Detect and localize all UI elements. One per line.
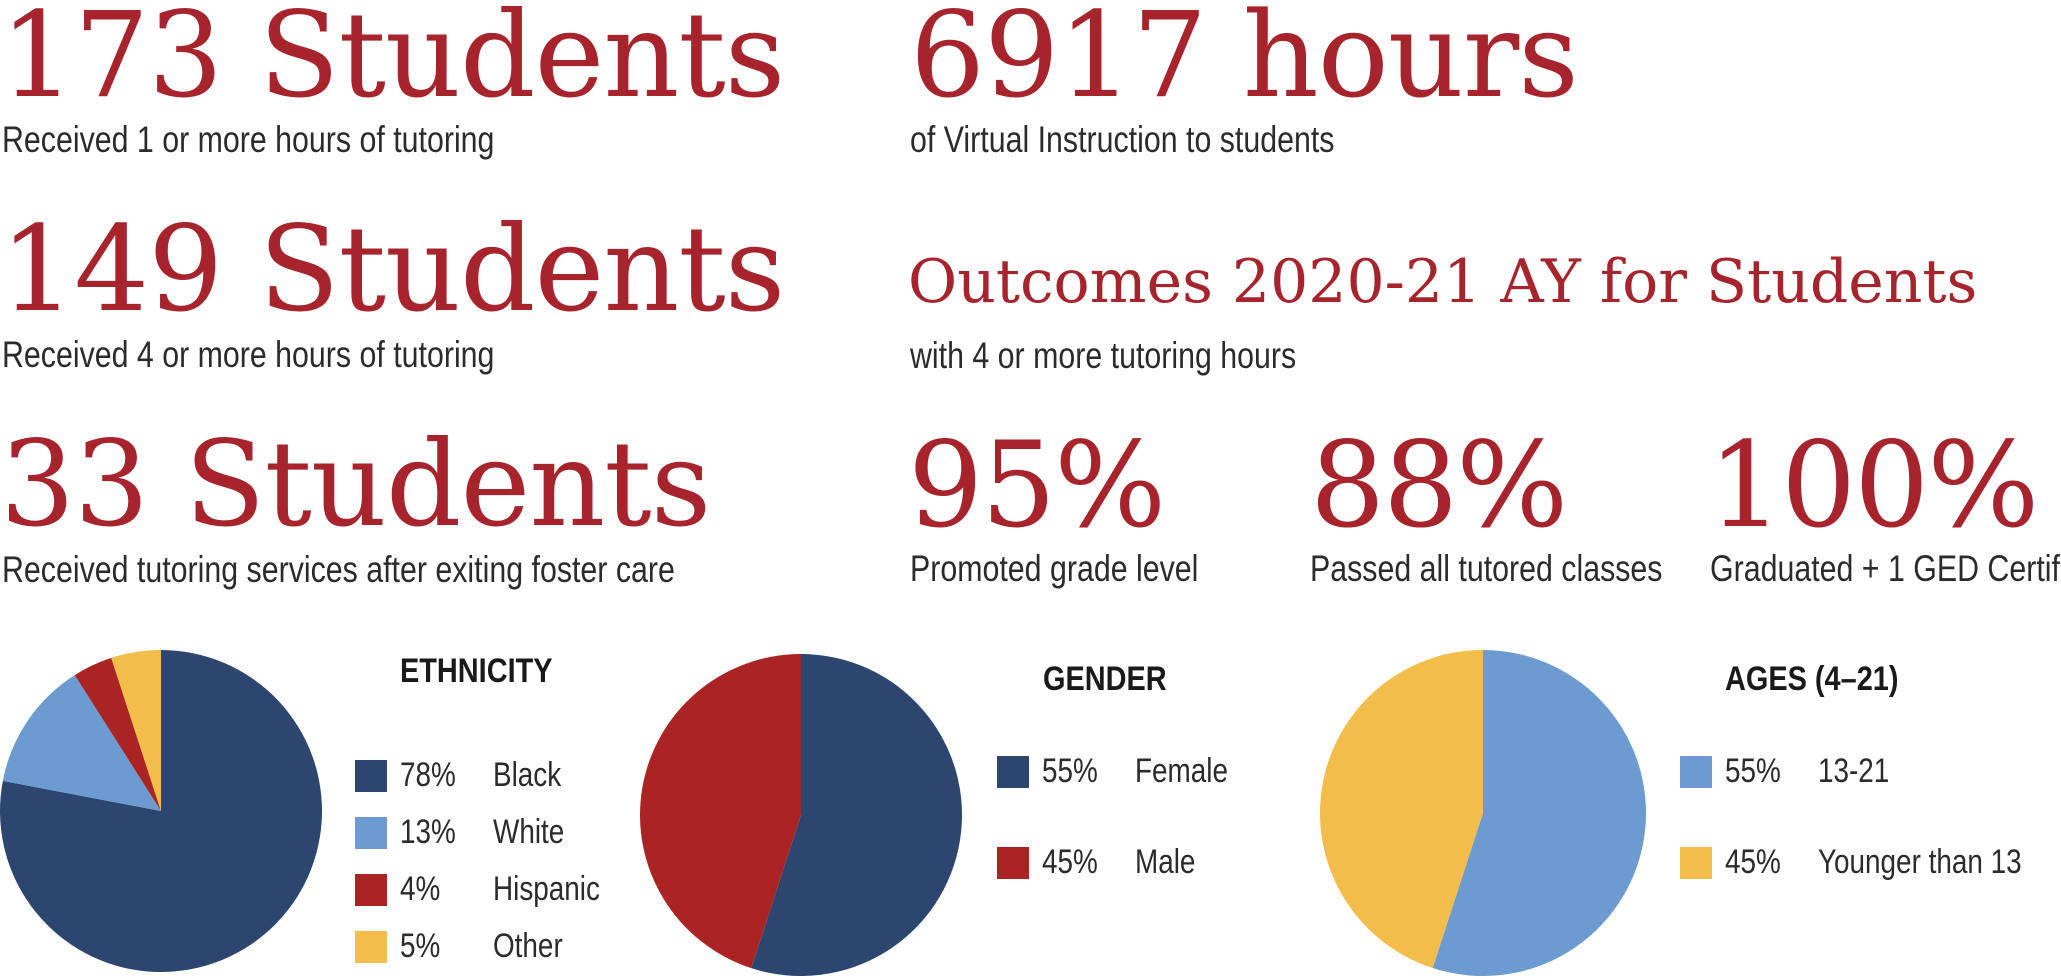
legend-swatch	[997, 847, 1029, 879]
stat-value: 149 Students	[0, 200, 785, 338]
outcomes-heading: Outcomes 2020-21 AY for Students	[908, 247, 1978, 317]
legend-item-female: 55% Female	[997, 752, 1257, 792]
legend-label: 13-21	[1818, 752, 1890, 790]
legend-percent: 5%	[400, 927, 441, 965]
pie-slice-hispanic	[74, 657, 161, 811]
legend-percent: 4%	[400, 870, 441, 908]
pie-slice-female	[751, 654, 962, 976]
legend-swatch	[355, 931, 387, 963]
legend-percent: 13%	[400, 813, 456, 851]
stat-caption: of Virtual Instruction to students	[910, 119, 1335, 160]
stat-value: 173 Students	[0, 0, 785, 124]
outcomes-subheading: with 4 or more tutoring hours	[910, 335, 1297, 376]
outcome-graduated-label: Graduated + 1 GED Certificate	[1710, 550, 2061, 587]
legend-label: Female	[1135, 752, 1228, 790]
ages-chart-title: AGES (4–21)	[1725, 660, 1899, 698]
legend-item-younger-than-13: 45% Younger than 13	[1680, 843, 2050, 883]
outcome-label: Graduated + 1 GED Certificate	[1710, 548, 2061, 589]
legend-item-male: 45% Male	[997, 843, 1257, 883]
outcome-value: 100%	[1708, 416, 2039, 554]
legend-item-hispanic: 4% Hispanic	[355, 870, 655, 910]
legend-label: Male	[1135, 843, 1196, 881]
outcome-promoted: 95%	[908, 416, 1166, 554]
legend-percent: 55%	[1725, 752, 1781, 790]
legend-label: Black	[493, 756, 562, 794]
legend-label: Younger than 13	[1818, 843, 2022, 881]
outcome-label: Promoted grade level	[910, 548, 1199, 589]
outcomes-title: Outcomes 2020-21 AY for Students	[908, 252, 1977, 312]
legend-item-white: 13% White	[355, 813, 655, 853]
gender-chart-title: GENDER	[1043, 660, 1167, 698]
legend-swatch	[355, 874, 387, 906]
legend-item-other: 5% Other	[355, 927, 655, 967]
pie-slice-white	[2, 675, 162, 811]
stat-caption-foster: Received tutoring services after exiting…	[2, 551, 823, 588]
stat-caption-4hr: Received 4 or more hours of tutoring	[2, 336, 603, 373]
stat-value: 33 Students	[0, 415, 711, 553]
legend-swatch	[997, 756, 1029, 788]
stat-tutored-4hr: 149 Students	[0, 200, 785, 338]
legend-item-13-21: 55% 13-21	[1680, 752, 2050, 792]
legend-percent: 55%	[1042, 752, 1098, 790]
stat-caption: Received 4 or more hours of tutoring	[2, 334, 495, 375]
stat-value: 6917 hours	[910, 0, 1579, 124]
outcome-graduated: 100%	[1708, 416, 2039, 554]
pie-slice-male	[640, 654, 801, 969]
legend-label: Other	[493, 927, 563, 965]
legend-label: Hispanic	[493, 870, 600, 908]
legend-swatch	[1680, 847, 1712, 879]
stat-caption: Received tutoring services after exiting…	[2, 549, 675, 590]
legend-item-black: 78% Black	[355, 756, 655, 796]
legend-percent: 78%	[400, 756, 456, 794]
stat-tutored-1hr: 173 Students	[0, 0, 785, 124]
outcome-value: 95%	[908, 416, 1166, 554]
outcomes-subtitle: with 4 or more tutoring hours	[910, 337, 1381, 374]
legend-swatch	[1680, 756, 1712, 788]
legend-percent: 45%	[1725, 843, 1781, 881]
outcome-label: Passed all tutored classes	[1310, 548, 1663, 589]
pie-slice-other	[111, 650, 161, 811]
pie-slice-13-21	[1432, 650, 1646, 976]
outcome-promoted-label: Promoted grade level	[910, 550, 1262, 587]
ethnicity-chart-title: ETHNICITY	[400, 652, 553, 690]
ages-pie-chart	[1320, 650, 1646, 976]
legend-swatch	[355, 760, 387, 792]
ethnicity-pie-chart	[0, 650, 322, 972]
stat-after-foster-care: 33 Students	[0, 415, 711, 553]
stat-virtual-hours: 6917 hours	[910, 0, 1579, 124]
legend-label: White	[493, 813, 565, 851]
stat-caption-hours: of Virtual Instruction to students	[910, 121, 1428, 158]
outcome-passed-label: Passed all tutored classes	[1310, 550, 1740, 587]
stat-caption: Received 1 or more hours of tutoring	[2, 119, 495, 160]
outcome-passed: 88%	[1310, 416, 1568, 554]
legend-swatch	[355, 817, 387, 849]
gender-pie-chart	[640, 654, 962, 976]
pie-slice-younger-than-13	[1320, 650, 1483, 969]
outcome-value: 88%	[1310, 416, 1568, 554]
stat-caption-1hr: Received 1 or more hours of tutoring	[2, 121, 603, 158]
legend-percent: 45%	[1042, 843, 1098, 881]
